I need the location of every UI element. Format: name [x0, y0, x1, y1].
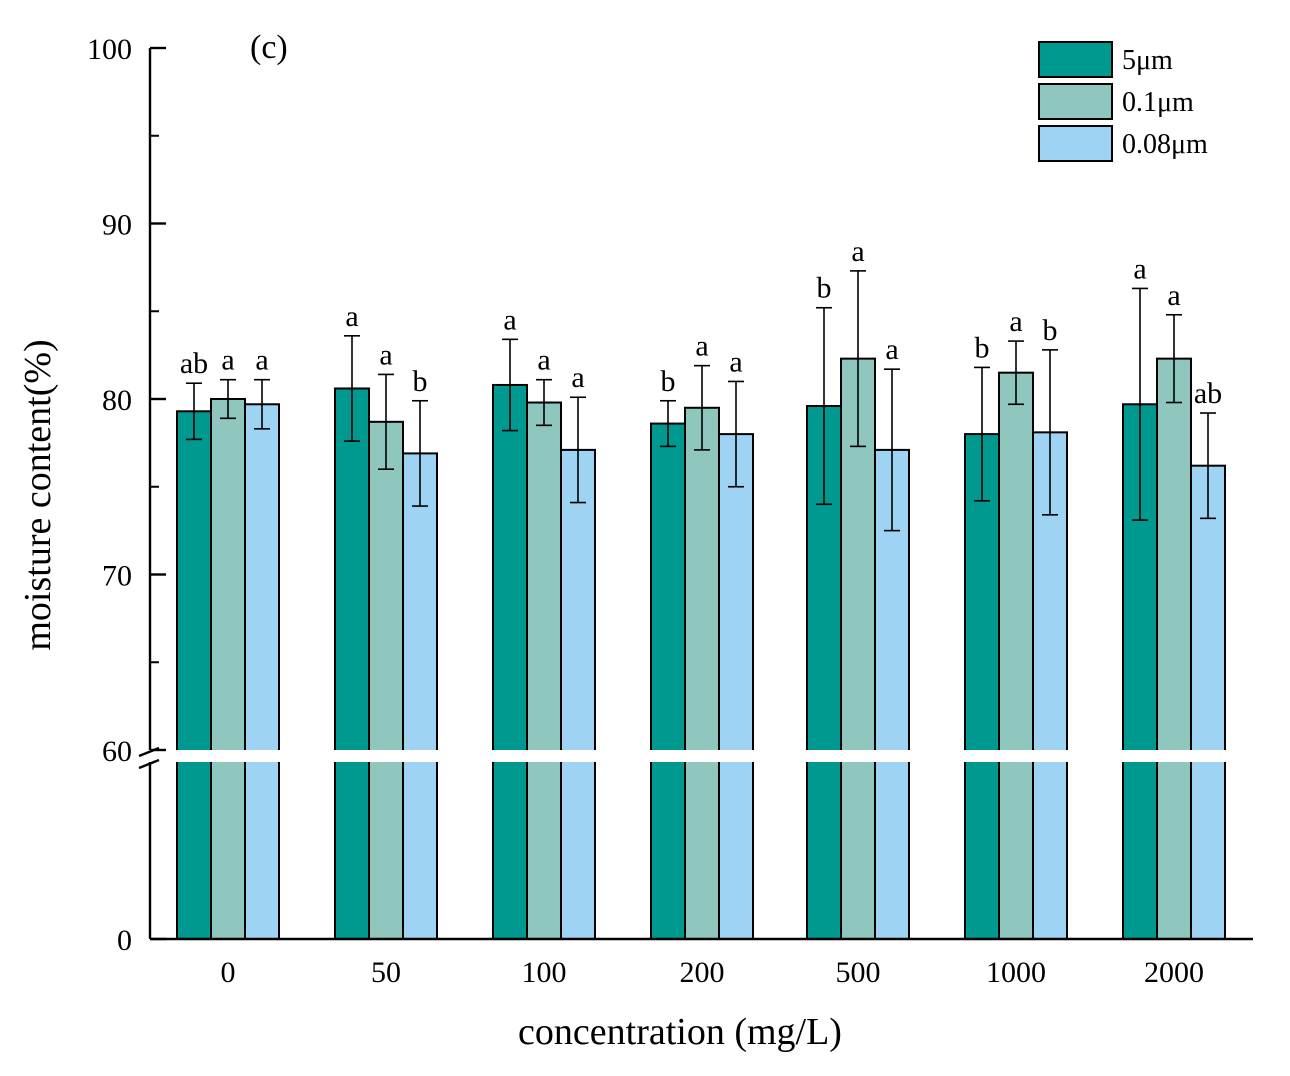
legend: 5μm 0.1μm 0.08μm — [1038, 41, 1208, 162]
bar — [334, 387, 370, 941]
error-bar — [1042, 349, 1058, 516]
significance-label: ab — [1194, 377, 1222, 410]
error-bar — [344, 335, 360, 442]
x-axis-title: concentration (mg/L) — [518, 1011, 842, 1053]
bar — [402, 452, 438, 940]
axis-break — [136, 746, 1259, 770]
error-bar — [1166, 313, 1182, 404]
significance-label: b — [1043, 314, 1058, 347]
bar — [1156, 357, 1192, 940]
legend-swatch — [1038, 41, 1113, 78]
bar — [650, 422, 686, 940]
significance-label: b — [817, 272, 832, 305]
y-tick-label: 60 — [102, 735, 132, 768]
x-tick-label: 50 — [371, 956, 401, 989]
significance-label: a — [537, 344, 550, 377]
significance-label: a — [695, 330, 708, 363]
bar — [1032, 431, 1068, 940]
y-axis-title: moisture content(%) — [17, 339, 59, 650]
panel-label: (c) — [250, 29, 288, 66]
y-tick-label: 70 — [102, 560, 132, 593]
significance-label: a — [851, 235, 864, 268]
x-tick-label: 200 — [680, 956, 725, 989]
error-bar — [186, 382, 202, 441]
x-tick-label: 1000 — [986, 956, 1046, 989]
error-bar — [728, 380, 744, 488]
error-bar — [1200, 412, 1216, 520]
significance-label: a — [503, 303, 516, 336]
bar — [244, 403, 280, 940]
error-bar — [570, 396, 586, 504]
significance-label: a — [1133, 252, 1146, 285]
y-tick-label: 100 — [87, 33, 132, 66]
bar — [684, 406, 720, 940]
error-bar — [660, 399, 676, 448]
significance-label: a — [345, 300, 358, 333]
significance-label: ab — [180, 347, 208, 380]
significance-label: a — [885, 333, 898, 366]
significance-label: a — [255, 344, 268, 377]
bar — [492, 383, 528, 940]
significance-label: a — [379, 338, 392, 371]
x-tick-label: 100 — [522, 956, 567, 989]
legend-swatch — [1038, 83, 1113, 120]
significance-label: a — [571, 361, 584, 394]
error-bar — [536, 378, 552, 427]
error-bar — [694, 364, 710, 451]
significance-label: a — [1167, 279, 1180, 312]
error-bar — [254, 378, 270, 430]
significance-label: a — [1009, 305, 1022, 338]
x-tick-label: 500 — [836, 956, 881, 989]
bar — [176, 410, 212, 941]
significance-label: a — [729, 345, 742, 378]
legend-entry: 0.1μm — [1038, 83, 1194, 120]
legend-label: 5μm — [1122, 45, 1173, 76]
axis-break-gap — [136, 750, 1259, 762]
error-bar — [850, 270, 866, 448]
x-tick-label: 2000 — [1144, 956, 1204, 989]
axes — [148, 46, 1253, 941]
error-bar — [378, 373, 394, 471]
legend-label: 0.1μm — [1122, 87, 1194, 118]
error-bar — [412, 399, 428, 507]
error-bar — [816, 306, 832, 506]
y-tick-label: 90 — [102, 209, 132, 242]
significance-label: b — [413, 365, 428, 398]
legend-entry: 5μm — [1038, 41, 1173, 78]
bar — [1190, 464, 1226, 940]
bar — [560, 448, 596, 940]
error-bar — [974, 366, 990, 502]
bar — [964, 433, 1000, 940]
legend-label: 0.08μm — [1122, 129, 1208, 160]
bar — [210, 398, 246, 940]
significance-label: a — [221, 344, 234, 377]
significance-label: b — [661, 365, 676, 398]
y-tick-label: 80 — [102, 384, 132, 417]
legend-swatch — [1038, 125, 1113, 162]
bars-layer — [176, 270, 1226, 941]
error-bar — [502, 338, 518, 432]
bar — [368, 420, 404, 940]
significance-label: b — [975, 331, 990, 364]
legend-entry: 0.08μm — [1038, 125, 1208, 162]
error-bar — [884, 368, 900, 532]
bar — [998, 371, 1034, 940]
y-tick-label: 0 — [117, 924, 132, 957]
bar — [718, 433, 754, 940]
error-bar — [1132, 287, 1148, 521]
bar — [526, 401, 562, 940]
error-bar — [1008, 340, 1024, 406]
error-bar — [220, 378, 236, 420]
x-tick-label: 0 — [221, 956, 236, 989]
